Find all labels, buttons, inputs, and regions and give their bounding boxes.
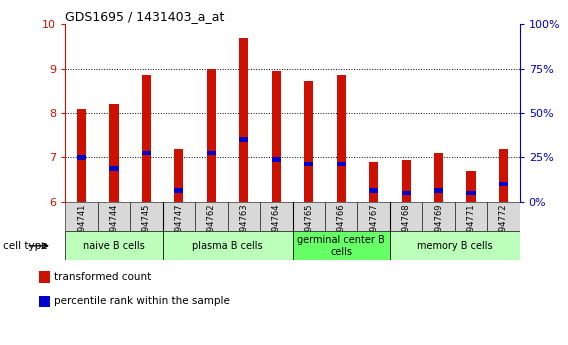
Bar — [434, 153, 443, 202]
Text: naive B cells: naive B cells — [83, 241, 145, 251]
Bar — [77, 155, 86, 160]
Bar — [207, 151, 216, 155]
Bar — [65, 202, 98, 231]
Text: GSM94745: GSM94745 — [142, 203, 151, 249]
Bar — [499, 182, 508, 186]
Text: GSM94747: GSM94747 — [174, 203, 183, 249]
Bar — [304, 162, 314, 166]
Bar — [174, 149, 183, 202]
Text: GDS1695 / 1431403_a_at: GDS1695 / 1431403_a_at — [65, 10, 225, 23]
Bar — [207, 69, 216, 202]
Bar — [228, 202, 260, 231]
Bar — [65, 231, 162, 260]
Bar — [142, 75, 151, 202]
Bar — [174, 188, 183, 193]
Bar — [272, 157, 281, 162]
Bar — [239, 137, 248, 142]
Bar — [98, 202, 130, 231]
Bar — [110, 104, 119, 202]
Text: cell type: cell type — [3, 241, 48, 251]
Bar — [304, 81, 314, 202]
Text: GSM94766: GSM94766 — [337, 203, 346, 249]
Text: GSM94764: GSM94764 — [272, 203, 281, 249]
Text: GSM94741: GSM94741 — [77, 203, 86, 249]
Text: plasma B cells: plasma B cells — [193, 241, 263, 251]
Bar — [423, 202, 455, 231]
Bar — [162, 202, 195, 231]
Bar — [260, 202, 293, 231]
Bar — [195, 202, 228, 231]
Text: GSM94772: GSM94772 — [499, 203, 508, 249]
Bar — [487, 202, 520, 231]
Text: GSM94762: GSM94762 — [207, 203, 216, 249]
Bar — [130, 202, 162, 231]
Bar — [402, 191, 411, 195]
Bar — [455, 202, 487, 231]
Bar — [434, 188, 443, 193]
Bar — [162, 231, 293, 260]
Bar — [39, 296, 50, 307]
Bar — [293, 202, 325, 231]
Bar — [142, 151, 151, 155]
Bar — [369, 162, 378, 202]
Bar — [293, 231, 390, 260]
Bar — [390, 202, 423, 231]
Bar — [39, 271, 50, 283]
Bar — [466, 191, 475, 195]
Bar — [110, 166, 119, 171]
Bar — [337, 162, 346, 166]
Text: memory B cells: memory B cells — [417, 241, 492, 251]
Bar — [239, 38, 248, 202]
Bar — [402, 160, 411, 202]
Bar — [272, 71, 281, 202]
Text: GSM94767: GSM94767 — [369, 203, 378, 249]
Text: GSM94744: GSM94744 — [110, 203, 119, 249]
Bar — [390, 231, 520, 260]
Bar — [357, 202, 390, 231]
Bar — [77, 109, 86, 202]
Text: GSM94771: GSM94771 — [466, 203, 475, 249]
Text: percentile rank within the sample: percentile rank within the sample — [54, 296, 229, 306]
Bar — [466, 171, 475, 202]
Text: germinal center B
cells: germinal center B cells — [297, 235, 385, 257]
Text: GSM94769: GSM94769 — [434, 203, 443, 249]
Bar — [499, 149, 508, 202]
Text: GSM94763: GSM94763 — [239, 203, 248, 249]
Text: transformed count: transformed count — [54, 272, 151, 282]
Text: GSM94768: GSM94768 — [402, 203, 411, 249]
Bar — [325, 202, 357, 231]
Bar — [337, 75, 346, 202]
Text: GSM94765: GSM94765 — [304, 203, 313, 249]
Bar — [369, 188, 378, 193]
